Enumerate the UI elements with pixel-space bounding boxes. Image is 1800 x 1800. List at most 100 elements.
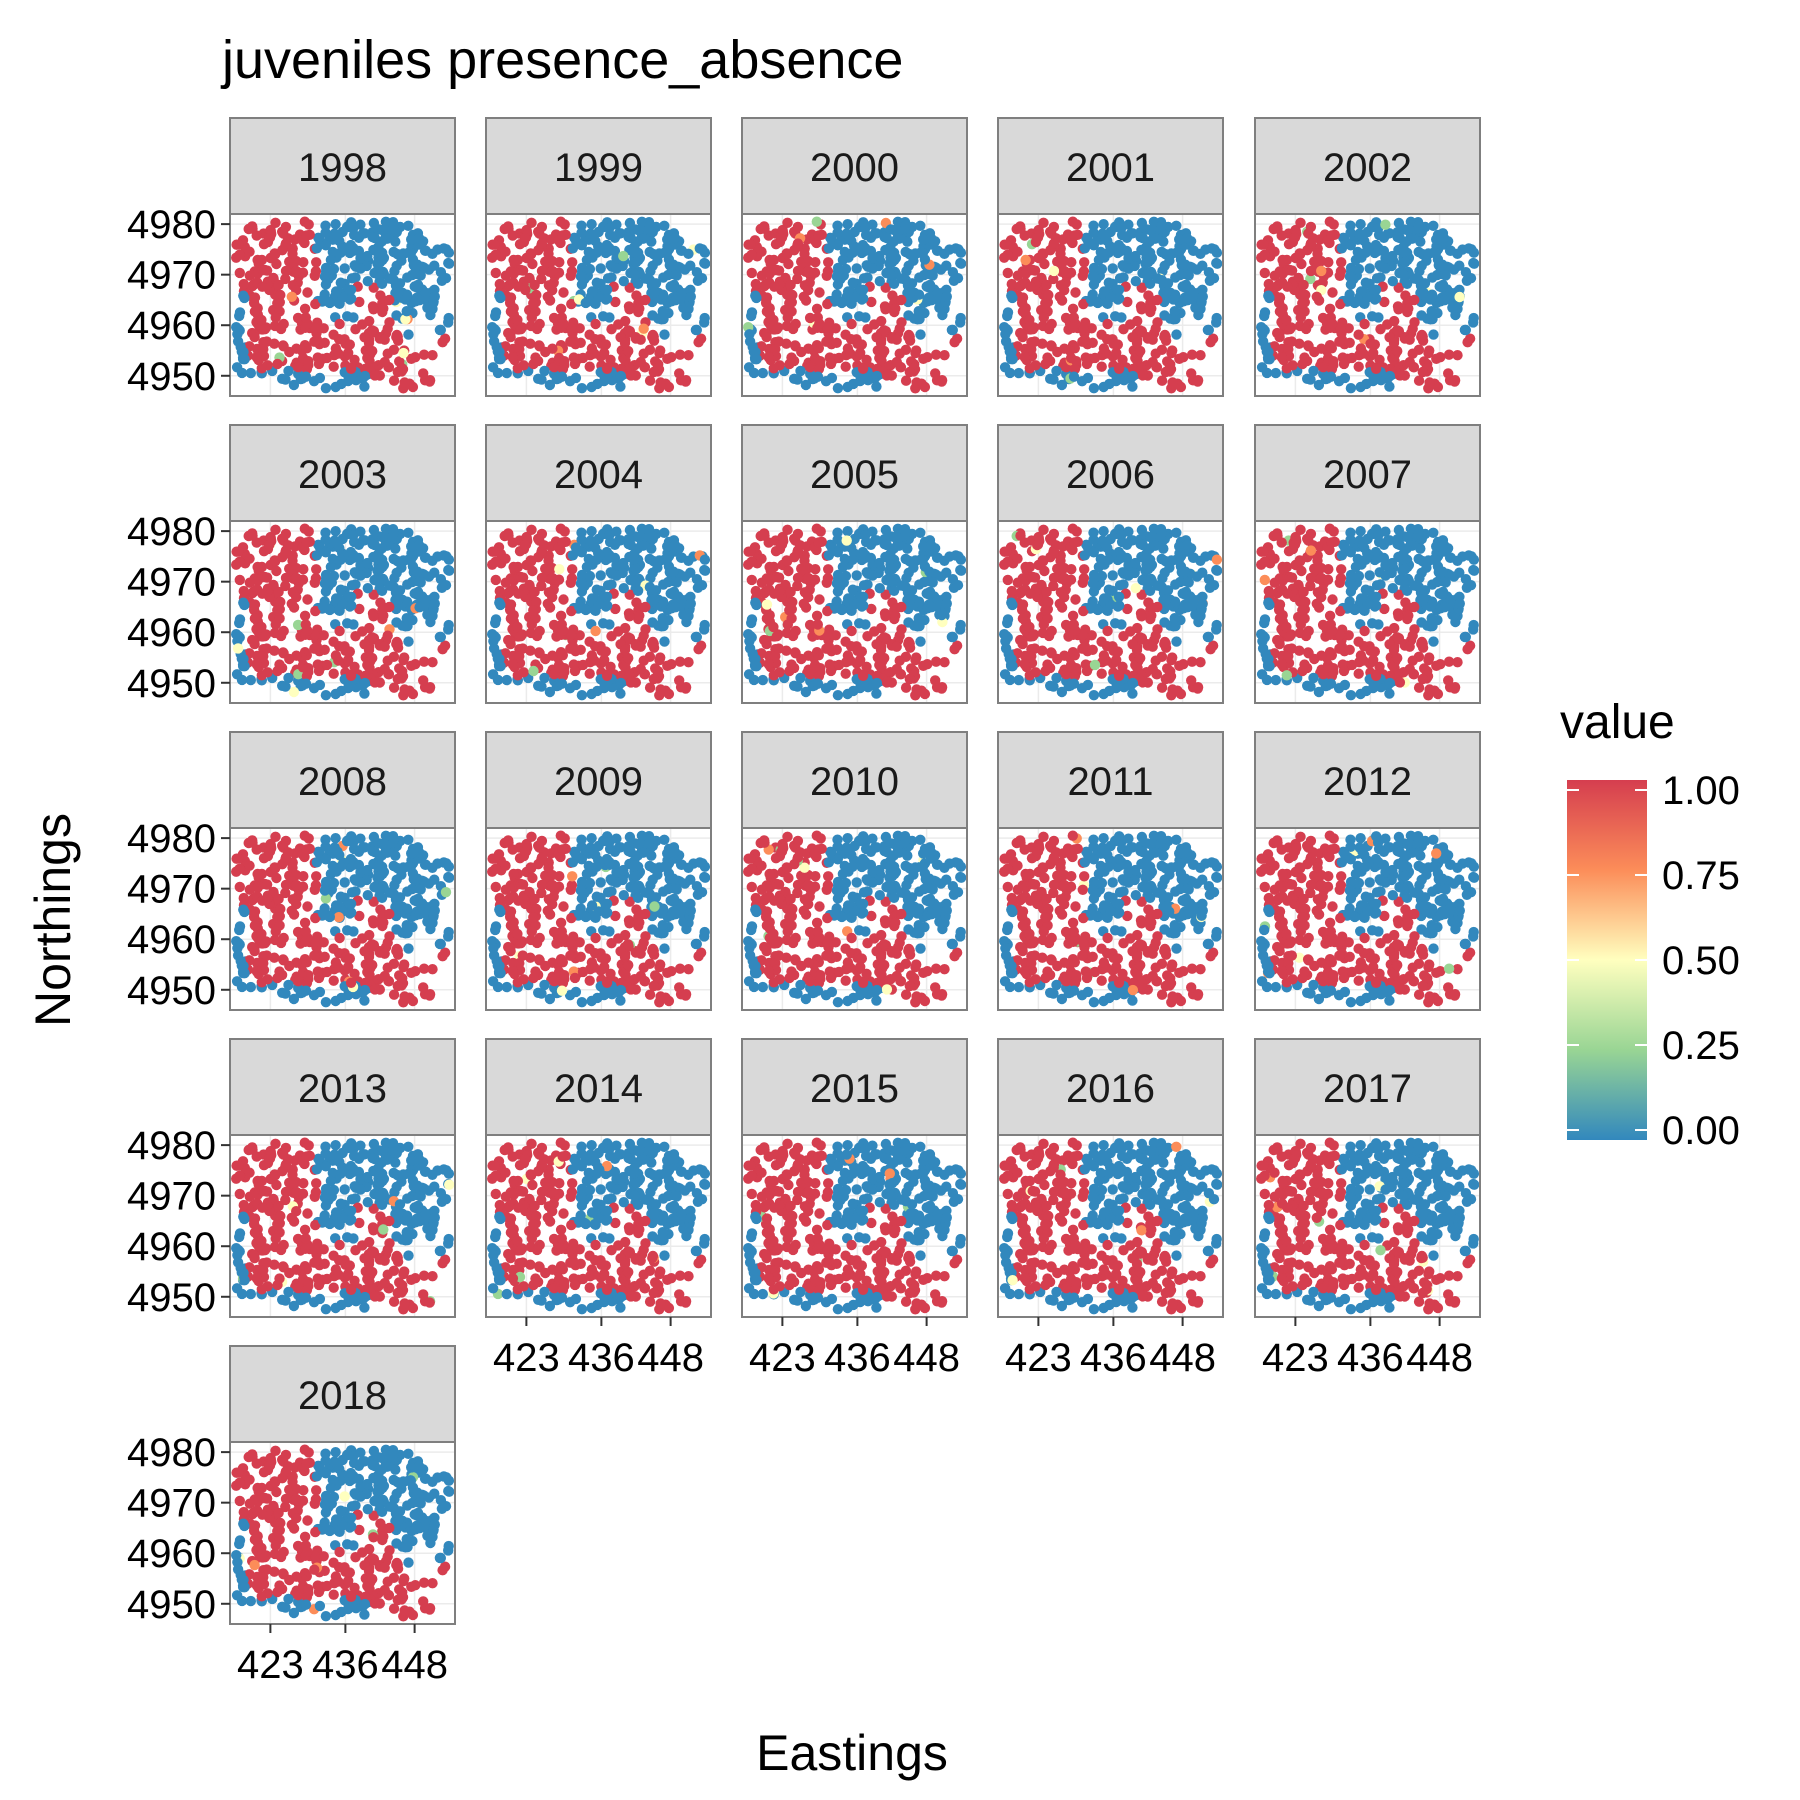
data-point xyxy=(939,248,950,259)
data-point xyxy=(372,554,383,565)
data-point xyxy=(1111,347,1122,359)
facet-panel-2001: 2001 xyxy=(997,117,1224,397)
data-point xyxy=(272,358,283,370)
data-point xyxy=(565,270,576,281)
data-point xyxy=(1296,258,1307,270)
data-point xyxy=(842,526,853,537)
data-point xyxy=(674,656,686,667)
data-point xyxy=(565,577,576,588)
data-point xyxy=(764,254,775,266)
data-point xyxy=(556,619,567,630)
data-point xyxy=(1323,257,1334,268)
data-point xyxy=(391,329,403,341)
data-point xyxy=(271,258,282,270)
data-point xyxy=(674,675,685,686)
data-point xyxy=(1131,644,1143,656)
data-point xyxy=(654,654,665,666)
data-point xyxy=(1146,303,1157,314)
strip-label: 2007 xyxy=(1323,453,1412,497)
data-point xyxy=(299,216,310,227)
data-point xyxy=(674,368,685,379)
data-point xyxy=(606,324,617,335)
data-point xyxy=(663,254,675,265)
data-point xyxy=(414,295,425,306)
data-point xyxy=(1182,602,1193,613)
data-point xyxy=(1070,594,1081,605)
data-point xyxy=(396,255,407,266)
data-point xyxy=(857,284,869,295)
data-point xyxy=(908,255,919,266)
data-point xyxy=(860,312,871,323)
data-point xyxy=(1380,219,1391,230)
strip-label: 2001 xyxy=(1066,146,1155,190)
data-point xyxy=(1150,348,1161,359)
data-point xyxy=(1150,630,1161,641)
data-point xyxy=(1040,605,1051,616)
data-point xyxy=(1006,290,1017,301)
data-point xyxy=(362,276,373,287)
data-point xyxy=(234,310,245,322)
data-point xyxy=(1012,553,1023,564)
data-point xyxy=(1029,643,1041,654)
data-point xyxy=(1211,247,1223,258)
data-point xyxy=(508,561,519,573)
data-point xyxy=(1002,267,1013,279)
data-point xyxy=(270,217,281,228)
data-point xyxy=(946,631,958,643)
data-point xyxy=(1113,284,1125,295)
data-point xyxy=(377,224,388,236)
data-point xyxy=(1336,257,1347,268)
y-tick-label: 4950 xyxy=(127,355,216,399)
data-point xyxy=(746,310,757,322)
data-point xyxy=(403,636,414,647)
data-point xyxy=(1259,249,1270,260)
data-point xyxy=(1274,331,1285,343)
data-point xyxy=(1040,665,1051,677)
data-point xyxy=(363,644,375,656)
data-point xyxy=(1276,352,1288,363)
data-point xyxy=(1171,220,1182,231)
data-point xyxy=(759,530,770,541)
data-point xyxy=(646,236,657,247)
data-point xyxy=(1130,557,1141,569)
data-point xyxy=(665,281,676,292)
data-point xyxy=(1174,234,1185,245)
data-point xyxy=(540,653,551,665)
data-point xyxy=(345,591,357,602)
data-point xyxy=(1130,250,1141,262)
data-point xyxy=(1398,269,1409,280)
data-point xyxy=(543,248,554,259)
data-point xyxy=(1424,377,1435,388)
data-point xyxy=(871,381,882,392)
data-point xyxy=(782,619,793,630)
data-point xyxy=(424,376,435,387)
data-point xyxy=(270,619,281,630)
data-point xyxy=(1143,257,1154,268)
data-point xyxy=(796,653,807,665)
data-point xyxy=(1140,247,1152,258)
data-point xyxy=(1368,347,1379,359)
data-point xyxy=(894,323,905,334)
data-point xyxy=(700,565,711,576)
data-point xyxy=(401,613,412,624)
data-point xyxy=(392,366,403,378)
data-point xyxy=(884,247,895,258)
data-point xyxy=(1123,263,1134,274)
data-point xyxy=(787,323,799,335)
data-point xyxy=(336,685,347,697)
data-point xyxy=(313,358,325,370)
data-point xyxy=(536,572,548,584)
data-point xyxy=(648,366,659,378)
data-point xyxy=(1211,619,1222,631)
data-point xyxy=(1359,318,1370,330)
data-point xyxy=(680,683,691,694)
data-point xyxy=(896,294,907,306)
data-point xyxy=(1308,365,1319,377)
data-point xyxy=(503,530,514,541)
data-point xyxy=(1111,654,1122,666)
data-point xyxy=(1300,630,1312,642)
data-point xyxy=(1020,561,1031,573)
data-point xyxy=(842,593,854,604)
data-point xyxy=(836,297,847,309)
